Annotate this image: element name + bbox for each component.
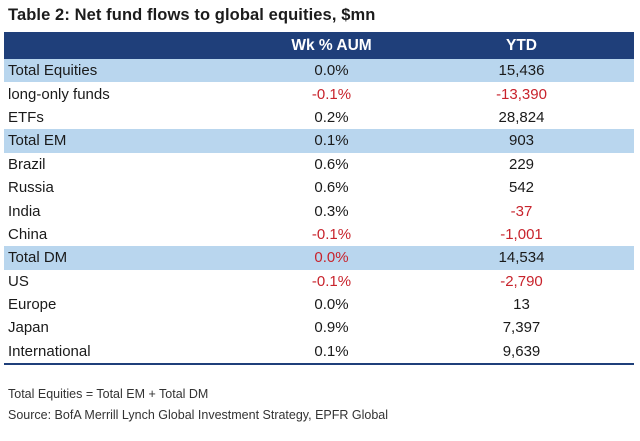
row-wk-aum: 0.0% (314, 249, 349, 267)
table-row: Total Equities 0.0% 15,436 (4, 59, 634, 83)
row-label: Europe (8, 296, 57, 314)
table-row: Europe 0.0% 13 (4, 293, 634, 316)
row-ytd: 542 (508, 179, 535, 197)
row-wk-aum: 0.1% (314, 342, 349, 360)
row-ytd: 28,824 (498, 108, 545, 126)
row-label: Russia (8, 179, 54, 197)
row-wk-aum: 0.3% (314, 202, 349, 220)
row-ytd: 14,534 (498, 249, 545, 267)
row-ytd: -37 (510, 202, 533, 220)
table-body: Total Equities 0.0% 15,436 long-only funds… (4, 59, 634, 363)
table-row: Russia 0.6% 542 (4, 176, 634, 199)
table-row: India 0.3% -37 (4, 199, 634, 222)
row-wk-aum: 0.2% (314, 108, 349, 126)
row-ytd: 7,397 (502, 319, 541, 337)
row-wk-aum: 0.0% (314, 62, 349, 80)
table-row: China -0.1% -1,001 (4, 223, 634, 246)
source-note: Source: BofA Merrill Lynch Global Invest… (8, 408, 389, 422)
table-notes: Total Equities = Total EM + Total DM Sou… (8, 384, 388, 426)
table-row: long-only funds -0.1% -13,390 (4, 82, 634, 105)
row-wk-aum: 0.6% (314, 179, 349, 197)
table-row: ETFs 0.2% 28,824 (4, 106, 634, 129)
row-label: long-only funds (8, 85, 110, 103)
row-label: US (8, 272, 29, 290)
row-label: China (8, 225, 48, 243)
table-row: Total DM 0.0% 14,534 (4, 246, 634, 270)
row-label: Brazil (8, 155, 46, 173)
row-wk-aum: 0.0% (314, 296, 349, 314)
row-ytd: 9,639 (502, 342, 541, 360)
table-row: Total EM 0.1% 903 (4, 129, 634, 153)
row-label: Total EM (8, 132, 67, 150)
table-row: Brazil 0.6% 229 (4, 153, 634, 176)
fund-flows-table: Wk % AUM YTD Total Equities 0.0% 15,436 lo… (4, 32, 634, 366)
row-ytd: 13 (513, 296, 530, 314)
row-wk-aum: -0.1% (311, 85, 352, 103)
table-row: International 0.1% 9,639 (4, 340, 634, 363)
row-label: International (8, 342, 91, 360)
row-ytd: -13,390 (496, 85, 547, 103)
header-cell-ytd: YTD (506, 36, 537, 54)
row-label: Total DM (8, 249, 68, 267)
row-label: Japan (8, 319, 49, 337)
row-wk-aum: 0.9% (314, 319, 349, 337)
table-title: Table 2: Net fund flows to global equiti… (8, 6, 376, 24)
row-label: Total Equities (8, 62, 98, 80)
row-wk-aum: -0.1% (311, 272, 352, 290)
row-wk-aum: 0.6% (314, 155, 349, 173)
row-ytd: 229 (508, 155, 535, 173)
row-wk-aum: 0.1% (314, 132, 349, 150)
table-row: Japan 0.9% 7,397 (4, 316, 634, 339)
footnote: Total Equities = Total EM + Total DM (8, 387, 209, 401)
table-row: US -0.1% -2,790 (4, 270, 634, 293)
row-ytd: -1,001 (500, 225, 543, 243)
table-header-row: Wk % AUM YTD (4, 32, 634, 59)
header-cell-wk-aum: Wk % AUM (291, 36, 372, 54)
row-wk-aum: -0.1% (311, 225, 352, 243)
row-ytd: 15,436 (498, 62, 545, 80)
row-label: India (8, 202, 41, 220)
row-ytd: -2,790 (500, 272, 543, 290)
row-ytd: 903 (508, 132, 535, 150)
row-label: ETFs (8, 108, 44, 126)
